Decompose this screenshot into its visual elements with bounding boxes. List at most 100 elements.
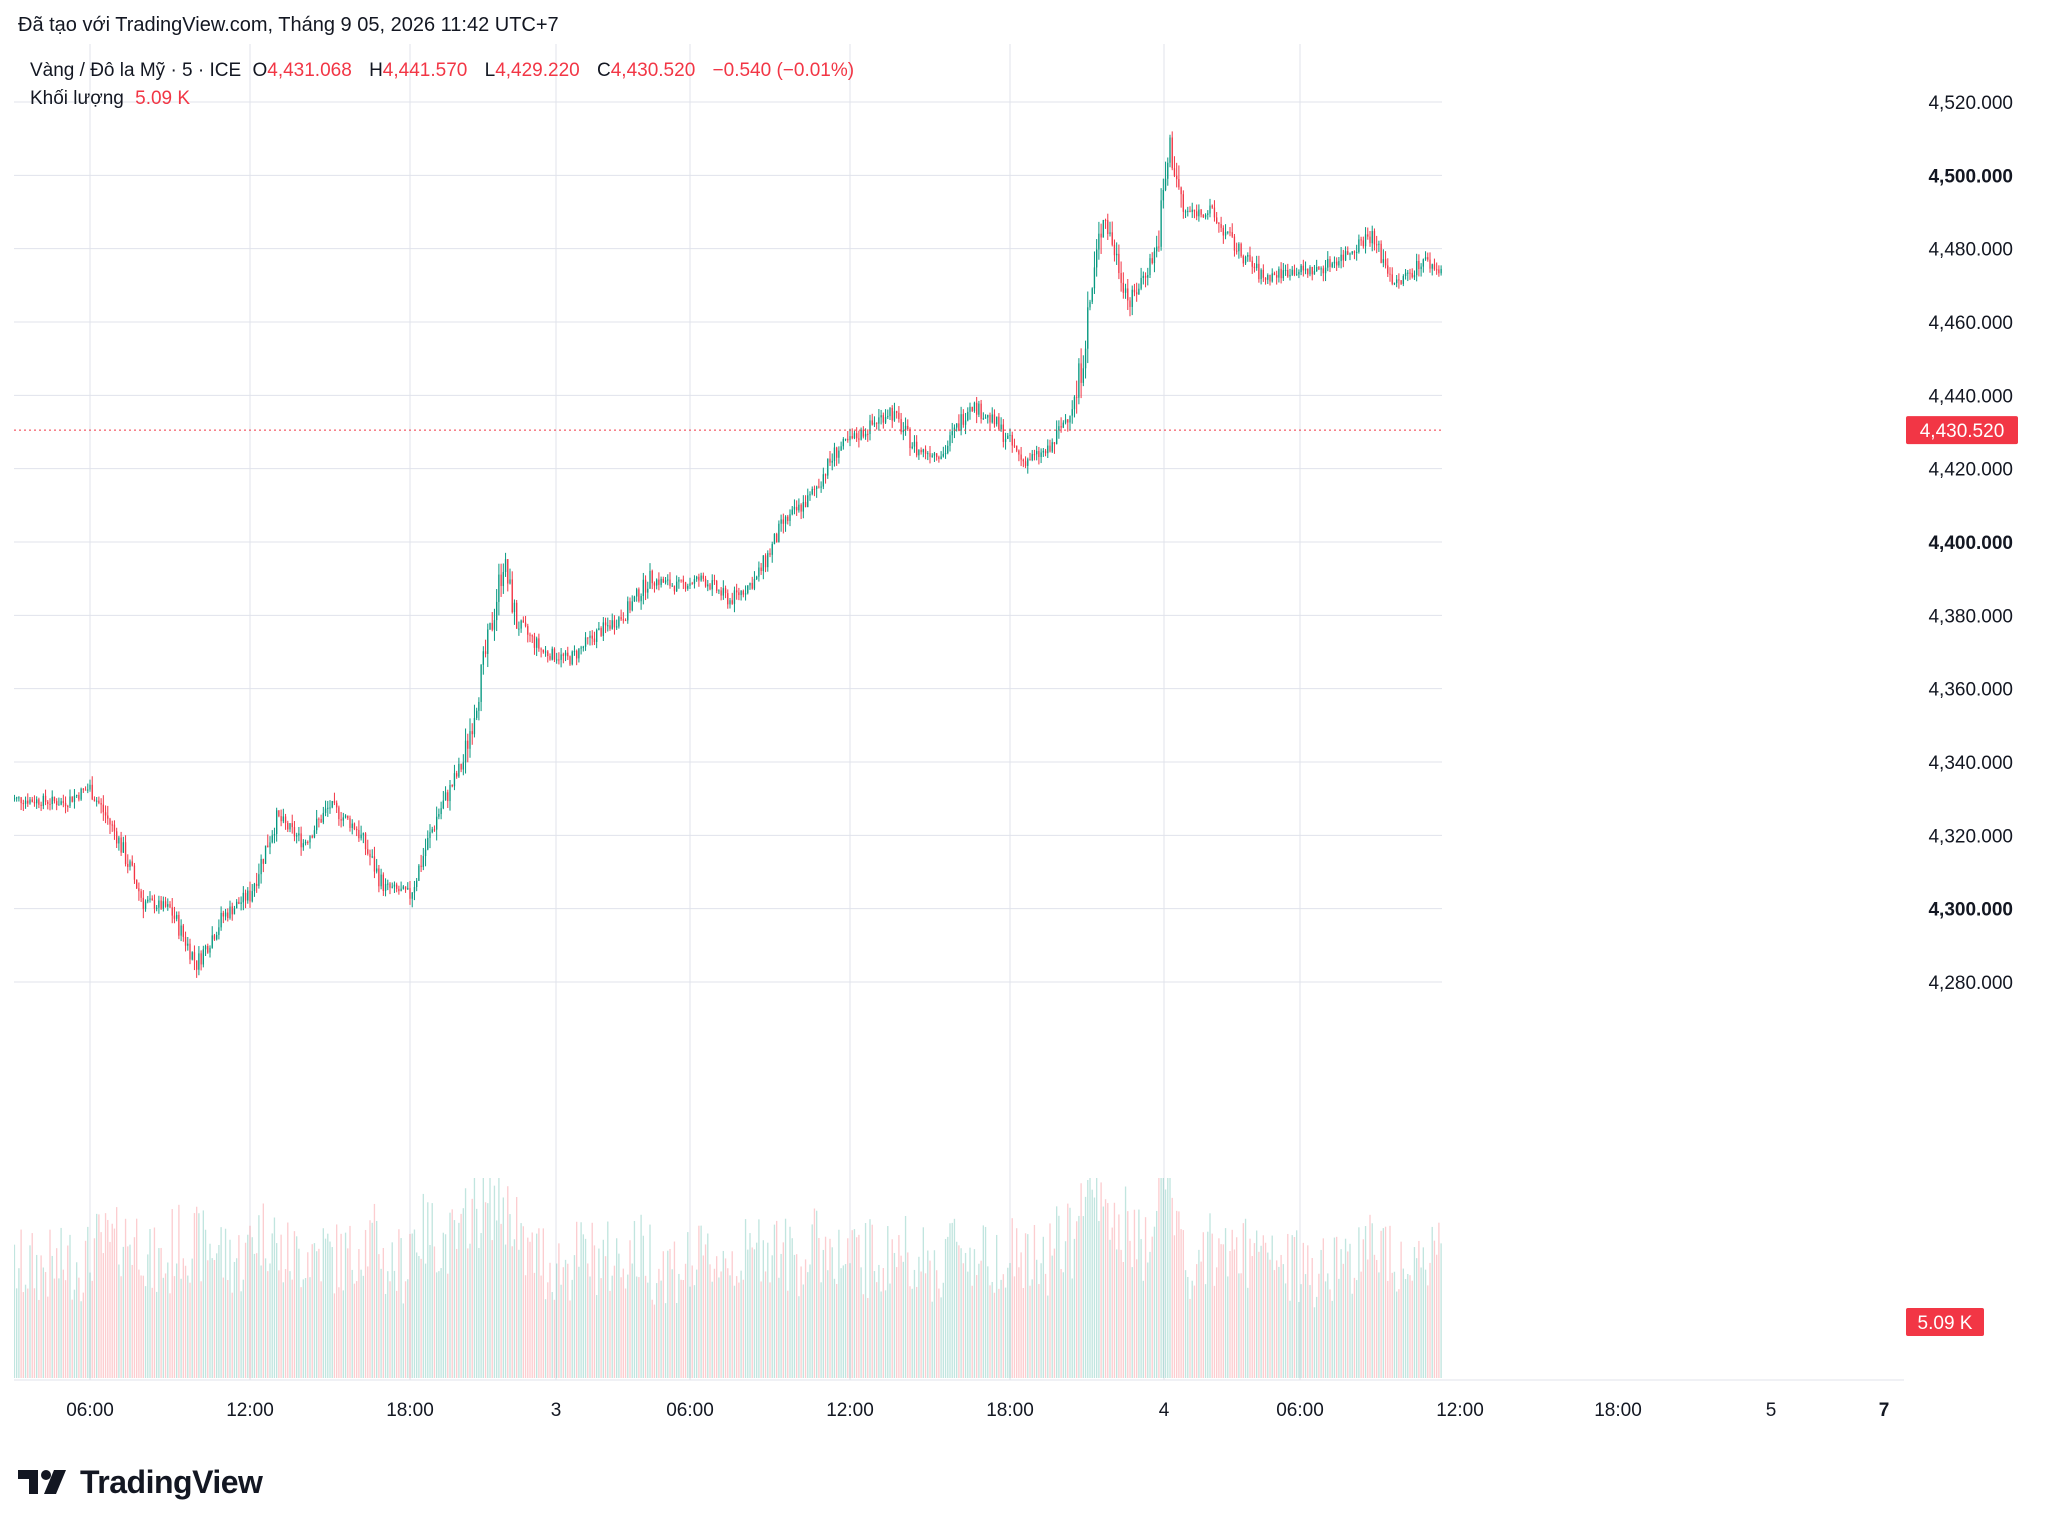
- symbol-description[interactable]: Vàng / Đô la Mỹ · 5 · ICE: [30, 60, 242, 81]
- candle-body: [1264, 277, 1267, 280]
- volume-bar: [333, 1293, 336, 1378]
- volume-bar: [1247, 1287, 1249, 1378]
- candle-body: [1362, 240, 1364, 247]
- candle-body: [587, 637, 589, 639]
- candle-body: [953, 427, 956, 432]
- candle-body: [1047, 445, 1049, 454]
- volume-bar: [1098, 1221, 1100, 1378]
- candle-body: [760, 567, 762, 572]
- volume-bar: [578, 1266, 580, 1378]
- candle-body: [1004, 438, 1007, 442]
- candle-body: [529, 634, 531, 636]
- volume-bar: [316, 1251, 318, 1378]
- volume-bar: [938, 1288, 940, 1378]
- candle-body: [807, 495, 809, 507]
- candle-body: [844, 438, 847, 440]
- candle-body: [1382, 259, 1384, 263]
- volume-bar: [373, 1203, 376, 1378]
- candle-body: [1160, 200, 1162, 247]
- candle-body: [1136, 292, 1138, 295]
- volume-bar: [18, 1268, 20, 1378]
- volume-bar: [587, 1263, 589, 1378]
- volume-bar: [1198, 1249, 1200, 1378]
- candle-body: [1011, 434, 1013, 446]
- volume-bar: [898, 1235, 900, 1378]
- volume-bar: [733, 1285, 736, 1378]
- candle-body: [158, 900, 160, 908]
- candle-body: [1213, 207, 1216, 218]
- volume-bar: [229, 1239, 231, 1378]
- candle-body: [1202, 214, 1204, 218]
- volume-bar: [156, 1291, 158, 1378]
- volume-bar: [24, 1284, 27, 1378]
- volume-bar: [527, 1237, 529, 1378]
- candle-body: [951, 431, 953, 436]
- candle-body: [724, 588, 727, 594]
- candle-body: [860, 429, 862, 440]
- candle-body: [436, 816, 438, 830]
- candle-body: [1064, 419, 1067, 423]
- candle-body: [776, 533, 778, 543]
- candle-body: [796, 506, 798, 511]
- chart-area[interactable]: 4,280.000 4,300.000 4,320.000 4,340.000 4,36…: [14, 44, 2034, 1436]
- candle-body: [1236, 250, 1238, 252]
- candle-body: [1171, 137, 1173, 169]
- candle-body: [111, 824, 113, 826]
- candle-body: [1049, 445, 1051, 452]
- volume-bar: [1109, 1239, 1111, 1378]
- candle-body: [1060, 426, 1062, 428]
- volume-bar: [853, 1229, 856, 1378]
- volume-bar: [816, 1210, 818, 1378]
- candle-body: [453, 773, 456, 787]
- volume-bar: [967, 1271, 969, 1378]
- candle-body: [1429, 259, 1431, 269]
- volume-bar: [847, 1238, 849, 1378]
- volume-bar: [260, 1265, 262, 1378]
- price-chart[interactable]: 4,280.000 4,300.000 4,320.000 4,340.000 4,36…: [14, 44, 2034, 1436]
- volume-bar: [709, 1264, 711, 1378]
- volume-bar: [778, 1277, 780, 1378]
- candle-body: [349, 818, 351, 828]
- candle-body: [884, 417, 887, 423]
- candle-body: [464, 740, 467, 763]
- candle-body: [53, 796, 56, 802]
- volume-legend: Khối lượng 5.09 K: [30, 88, 196, 110]
- volume-bar: [704, 1244, 707, 1378]
- candle-body: [753, 578, 756, 589]
- volume-bar: [840, 1268, 842, 1378]
- volume-bar: [211, 1258, 213, 1378]
- volume-bar: [347, 1248, 349, 1378]
- candle-body: [542, 649, 544, 653]
- volume-bar: [476, 1208, 478, 1378]
- volume-bar: [258, 1215, 260, 1378]
- candle-body: [398, 888, 400, 892]
- volume-bar: [1371, 1223, 1373, 1378]
- candle-body: [422, 856, 424, 868]
- candle-body: [31, 799, 33, 802]
- candle-body: [549, 655, 551, 660]
- candle-body: [1087, 307, 1089, 349]
- volume-bar: [433, 1246, 436, 1378]
- candle-body: [307, 841, 309, 843]
- volume-bar: [420, 1258, 422, 1378]
- candle-body: [1393, 283, 1396, 285]
- y-axis-tick-label: 4,300.000: [1928, 900, 2013, 921]
- volume-bar: [507, 1186, 509, 1378]
- candle-body: [376, 868, 378, 872]
- volume-bar: [1151, 1236, 1153, 1378]
- volume-bar: [387, 1271, 389, 1378]
- volume-bar: [1133, 1209, 1136, 1378]
- candle-body: [211, 935, 213, 948]
- volume-bar: [89, 1272, 91, 1378]
- candle-body: [358, 830, 360, 839]
- volume-bar: [1353, 1277, 1356, 1378]
- candle-body: [240, 902, 242, 904]
- volume-label[interactable]: Khối lượng: [30, 88, 124, 109]
- candle-body: [1371, 231, 1373, 244]
- last-price-label: 4,430.520: [1920, 421, 2005, 442]
- candle-body: [1089, 301, 1091, 308]
- volume-bar: [171, 1209, 173, 1378]
- volume-bar: [400, 1238, 402, 1378]
- volume-bar: [718, 1277, 720, 1378]
- volume-bar: [1267, 1252, 1269, 1378]
